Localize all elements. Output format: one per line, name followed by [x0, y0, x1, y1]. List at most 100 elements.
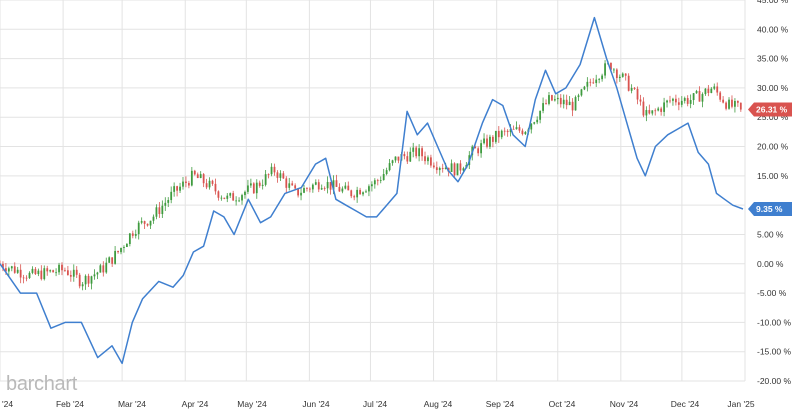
candle	[273, 163, 276, 176]
x-tick-label: Nov '24	[610, 399, 639, 409]
candle	[217, 190, 220, 201]
candle	[105, 257, 108, 274]
candle	[592, 78, 595, 84]
candle	[701, 92, 704, 108]
candle	[427, 155, 429, 165]
candle	[229, 192, 232, 199]
candle	[120, 247, 122, 255]
candle	[176, 185, 178, 197]
candle	[347, 181, 350, 191]
candle	[686, 95, 689, 107]
candle	[338, 183, 341, 192]
candle	[456, 163, 459, 176]
x-tick-label: Jul '24	[363, 399, 388, 409]
candle	[683, 96, 686, 104]
candle	[719, 91, 722, 102]
candle	[660, 106, 663, 116]
candle	[190, 166, 193, 187]
candle	[645, 106, 648, 122]
candle	[480, 139, 482, 158]
candle	[61, 262, 63, 276]
candle	[46, 265, 49, 276]
candle	[279, 170, 282, 181]
candle	[185, 176, 187, 188]
candle	[551, 94, 553, 102]
candle	[117, 250, 119, 254]
x-tick-label: Jun '24	[302, 399, 329, 409]
candle	[10, 265, 13, 272]
candle	[415, 145, 418, 159]
candle	[149, 220, 152, 230]
candle	[146, 223, 149, 227]
candle	[267, 173, 270, 179]
candle	[323, 186, 326, 191]
candle	[161, 200, 164, 219]
y-tick-label: -15.00 %	[757, 347, 791, 357]
candle	[297, 188, 300, 198]
candle	[282, 171, 285, 179]
candle	[580, 88, 583, 97]
candle	[506, 129, 509, 137]
candle	[382, 168, 385, 181]
candle	[406, 151, 409, 165]
candle	[689, 94, 692, 109]
candle	[270, 163, 273, 177]
candle	[556, 93, 559, 105]
candle	[49, 269, 52, 273]
candle	[252, 182, 255, 194]
candle	[494, 130, 497, 144]
candle	[568, 96, 571, 106]
candle	[350, 189, 353, 199]
candle	[642, 97, 645, 118]
candle	[489, 134, 491, 150]
candle	[562, 94, 565, 109]
candle	[739, 102, 742, 112]
candle	[170, 186, 173, 204]
candle	[571, 98, 574, 117]
candle	[418, 144, 421, 162]
candle	[306, 187, 308, 192]
candle	[232, 190, 235, 201]
candle	[524, 131, 527, 135]
candle	[648, 104, 651, 115]
candle	[530, 123, 533, 134]
candle	[43, 265, 46, 281]
candle	[728, 97, 730, 110]
candle	[353, 194, 356, 201]
candlestick-series	[0, 60, 742, 291]
candle	[329, 181, 332, 195]
candle	[344, 182, 347, 190]
candle	[288, 177, 291, 191]
candle	[613, 67, 615, 74]
x-tick-label: Aug '24	[424, 399, 453, 409]
x-axis: n '24 Feb '24 Mar '24 Apr '24 May '24 Jun '24…	[0, 399, 755, 409]
candle	[518, 124, 521, 133]
candle	[542, 97, 544, 114]
y-tick-label: -5.00 %	[757, 288, 787, 298]
candle	[536, 116, 539, 125]
y-tick-label: 5.00 %	[757, 229, 784, 239]
candle	[96, 271, 99, 280]
candle	[394, 156, 397, 163]
candle	[309, 187, 311, 193]
candle	[134, 229, 137, 239]
candle	[34, 266, 37, 275]
candle	[435, 161, 438, 174]
candle	[300, 187, 302, 201]
candle	[235, 196, 238, 206]
candle	[368, 184, 370, 197]
candle	[84, 274, 87, 290]
candle	[412, 142, 415, 158]
candle	[483, 133, 485, 145]
candle	[627, 73, 630, 92]
candle	[249, 178, 252, 188]
candle	[341, 186, 344, 194]
candle	[314, 179, 317, 186]
candle	[624, 73, 627, 81]
candle	[376, 178, 379, 186]
y-tick-label: 0.00 %	[757, 259, 784, 269]
candle	[704, 88, 707, 96]
candle	[264, 170, 267, 187]
candle	[521, 128, 524, 136]
candle	[553, 95, 556, 102]
